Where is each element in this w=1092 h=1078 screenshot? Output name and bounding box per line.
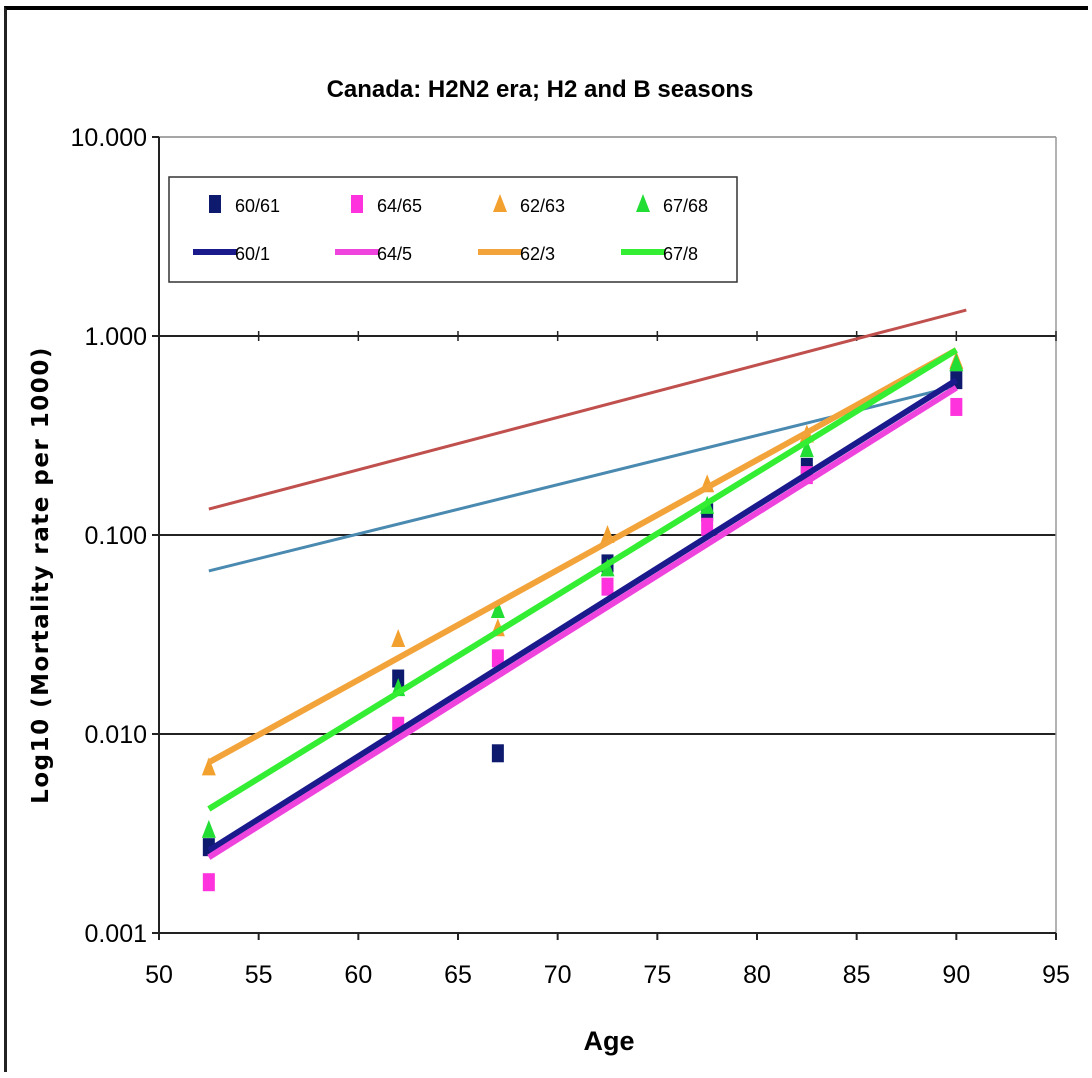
x-tick-label: 65 [444,961,472,989]
fit-line [207,347,958,812]
data-point [201,819,216,838]
x-axis-label: Age [583,1026,634,1056]
legend-label: 62/63 [520,196,565,216]
fit-line [207,347,958,766]
data-point [949,353,964,372]
x-tick-label: 95 [1042,961,1070,989]
x-tick-label: 50 [145,961,173,989]
data-point [701,517,714,536]
reference-line [208,308,967,511]
data-point [391,629,406,648]
x-tick-label: 90 [942,961,970,989]
x-tick-label: 70 [544,961,572,989]
legend-marker [209,195,221,213]
legend-label: 60/1 [235,244,270,264]
legend-label: 67/68 [663,196,708,216]
data-point [601,577,614,596]
legend-label: 62/3 [520,244,555,264]
legend-label: 64/5 [377,244,412,264]
legend-label: 67/8 [663,244,698,264]
data-point [799,439,814,458]
data-point [201,757,216,776]
legend-marker [493,194,507,212]
y-tick-label: 0.010 [84,721,147,749]
legend-label: 60/61 [235,196,280,216]
legend-box [168,176,738,283]
x-tick-label: 60 [344,961,372,989]
data-point [202,873,215,892]
x-tick-label: 85 [843,961,871,989]
x-tick-label: 75 [643,961,671,989]
x-tick-label: 80 [743,961,771,989]
y-tick-label: 0.100 [84,522,147,550]
fit-line [207,377,958,853]
y-tick-label: 10.000 [71,124,147,152]
legend-marker [351,195,363,213]
legend-marker [636,194,650,212]
legend: 60/61 64/65 62/63 67/68 60/1 64/5 62/3 67/8 [168,176,738,283]
x-tick-label: 55 [245,961,273,989]
data-point [491,649,504,668]
y-axis-label: Log10 (Mortality rate per 1000) [28,346,54,804]
fit-line [207,385,958,860]
data-point [950,397,963,416]
y-tick-label: 1.000 [84,323,147,351]
data-point [491,744,504,763]
chart-title: Canada: H2N2 era; H2 and B seasons [327,76,754,103]
data-point [490,599,505,618]
y-tick-label: 0.001 [84,920,147,948]
legend-label: 64/65 [377,196,422,216]
